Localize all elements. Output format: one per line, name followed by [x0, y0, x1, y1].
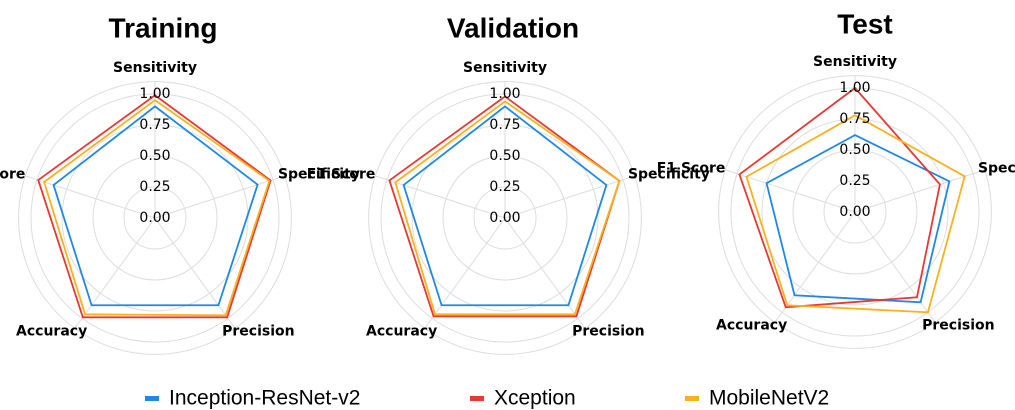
axis-label: Accuracy — [366, 324, 437, 340]
radar-chart: Validation 0.00 0.25 0.50 0.75 1.00 Sensitivit… — [307, 12, 710, 355]
axis-label: F1 Score — [657, 160, 726, 176]
legend-label: MobileNetV2 — [709, 387, 829, 410]
r-tick-label: 1.00 — [139, 86, 170, 102]
radar-chart: Training 0.00 0.25 0.50 0.75 1.00 Sensitivity S… — [0, 12, 360, 355]
r-tick-label: 0.25 — [489, 179, 520, 195]
r-tick-label: 1.00 — [489, 86, 520, 102]
axis-label: Accuracy — [16, 324, 87, 340]
r-tick-label: 0.50 — [139, 148, 170, 164]
axis-label: Specificity — [978, 160, 1015, 176]
radar-chart: Test 0.00 0.25 0.50 0.75 1.00 Sensitivity Speci… — [657, 8, 1015, 349]
spoke — [74, 217, 156, 329]
axis-label: Specificity — [628, 166, 710, 182]
legend-label: Xception — [494, 387, 576, 410]
r-tick-label: 0.00 — [839, 204, 870, 220]
series-line — [394, 100, 621, 316]
axis-label: F1 Score — [0, 166, 25, 182]
r-tick-label: 0.00 — [139, 210, 170, 226]
axis-label: Precision — [572, 324, 644, 340]
r-tick-label: 0.50 — [839, 142, 870, 158]
spoke — [375, 175, 506, 219]
spoke — [774, 211, 856, 323]
spoke — [154, 217, 236, 329]
spoke — [854, 211, 936, 323]
legend-swatch — [145, 396, 159, 401]
r-tick-label: 0.75 — [839, 111, 870, 127]
axis-label: Sensitivity — [813, 54, 897, 70]
r-tick-label: 0.25 — [139, 179, 170, 195]
series-line — [43, 99, 271, 317]
spoke — [424, 217, 506, 329]
spoke — [25, 175, 156, 219]
spoke — [854, 169, 985, 213]
chart-title: Test — [837, 8, 893, 39]
legend-swatch — [470, 396, 484, 401]
spoke — [154, 175, 285, 219]
r-tick-label: 0.75 — [139, 117, 170, 133]
axis-label: F1 Score — [307, 166, 376, 182]
series-line — [52, 105, 259, 307]
r-tick-label: 0.25 — [839, 173, 870, 189]
series-line — [402, 105, 608, 307]
axis-label: Precision — [222, 324, 294, 340]
axis-label: Specificity — [278, 166, 360, 182]
axis-label: Precision — [922, 318, 994, 334]
r-tick-label: 1.00 — [839, 80, 870, 96]
chart-title: Validation — [447, 12, 579, 43]
series-line — [37, 94, 272, 319]
axis-label: Accuracy — [716, 318, 787, 334]
axis-label: Sensitivity — [113, 60, 197, 76]
legend-label: Inception-ResNet-v2 — [169, 387, 360, 410]
series-line — [738, 86, 941, 309]
r-tick-label: 0.00 — [489, 210, 520, 226]
spoke — [504, 217, 586, 329]
series-line — [765, 134, 951, 304]
axis-label: Sensitivity — [463, 60, 547, 76]
chart-title: Training — [109, 12, 218, 43]
series-line — [745, 114, 966, 314]
legend-swatch — [685, 396, 699, 401]
spoke — [504, 175, 635, 219]
r-tick-label: 0.75 — [489, 117, 520, 133]
r-tick-label: 0.50 — [489, 148, 520, 164]
